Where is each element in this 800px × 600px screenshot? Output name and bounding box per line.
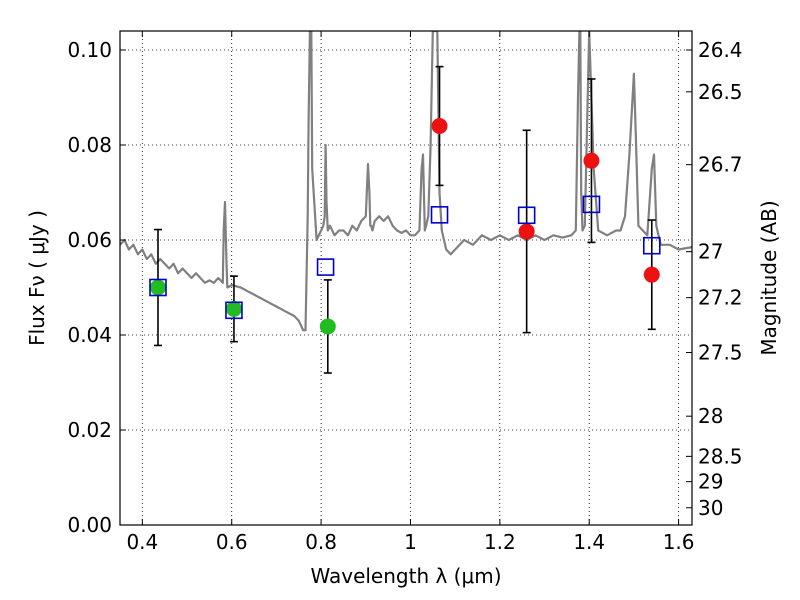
y-tick-label: 0.04 (67, 323, 112, 347)
data-point (643, 266, 660, 283)
x-axis-label: Wavelength λ (μm) (310, 564, 501, 588)
model-spectrum-line (120, 31, 692, 332)
y2-tick-label: 27 (698, 240, 723, 264)
x-tick-label: 1 (404, 530, 417, 554)
y2-axis-label: Magnitude (AB) (757, 200, 781, 355)
model-photometry-point (225, 301, 243, 320)
y-tick-label: 0.08 (67, 133, 112, 157)
y-tick-label: 0.02 (67, 418, 112, 442)
model-photometry-point (430, 206, 449, 224)
x-tick-label: 1.4 (573, 530, 605, 554)
y2-tick-label: 26.5 (698, 80, 743, 104)
data-point (518, 223, 535, 240)
x-tick-label: 1.2 (484, 530, 516, 554)
x-tick-label: 1.6 (663, 530, 695, 554)
y2-tick-label: 27.5 (698, 341, 743, 365)
x-tick-label: 0.4 (126, 530, 158, 554)
y-tick-label: 0.00 (67, 513, 112, 537)
y2-tick-label: 29 (698, 470, 723, 494)
plot-frame (119, 30, 693, 526)
data-point (225, 300, 242, 317)
data-point (319, 318, 336, 335)
model-photometry-point (642, 236, 661, 255)
y2-tick-label: 28 (698, 404, 723, 428)
y-tick-label: 0.06 (67, 228, 112, 252)
data-point (149, 279, 166, 296)
y-tick-label: 0.10 (67, 38, 112, 62)
model-photometry-point (149, 278, 167, 297)
model-photometry-point (582, 195, 601, 214)
model-photometry-point (316, 258, 335, 276)
x-tick-label: 0.6 (216, 530, 248, 554)
model-photometry-point (517, 206, 536, 225)
y-axis-label: Flux Fν ( μJy ) (25, 210, 49, 346)
y2-tick-label: 26.7 (698, 153, 743, 177)
plot-clip-group (120, 31, 692, 332)
data-point (583, 152, 600, 169)
y2-tick-label: 27.2 (698, 286, 743, 310)
y2-tick-label: 30 (698, 496, 723, 520)
y2-tick-label: 28.5 (698, 444, 743, 468)
data-point (431, 118, 448, 134)
axis-ticks: 0.4 0.6 0.8 1 1.2 1.4 1.6 0.00 0.02 0.04 0.06 0.08 0… (67, 31, 743, 554)
y2-tick-label: 26.4 (698, 38, 743, 62)
x-tick-label: 0.8 (305, 530, 337, 554)
plot-area (120, 31, 692, 374)
